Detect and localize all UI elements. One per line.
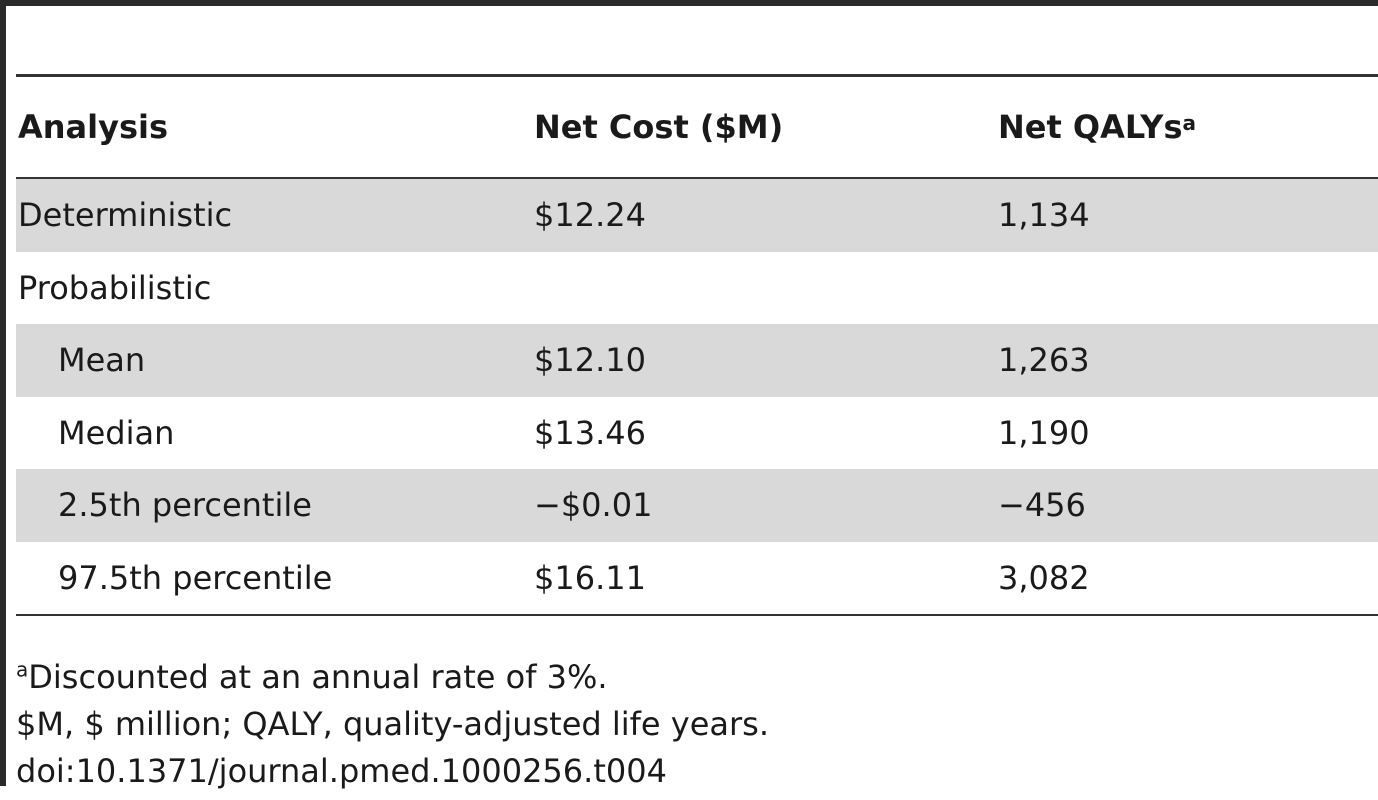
net-qalys-cell: 1,190 xyxy=(998,413,1090,452)
row-label: Median xyxy=(58,413,175,452)
header-rule xyxy=(16,177,1378,179)
net-qalys-cell: 3,082 xyxy=(998,558,1090,597)
footnote-marker: a xyxy=(1182,111,1197,135)
table-row: Mean $12.10 1,263 xyxy=(16,324,1378,397)
row-label: 97.5th percentile xyxy=(58,558,333,597)
net-cost-cell: $16.11 xyxy=(534,558,646,597)
doi-link[interactable]: doi:10.1371/journal.pmed.1000256.t004 xyxy=(16,752,667,790)
net-cost-cell: $12.24 xyxy=(534,196,646,235)
net-cost-cell: $12.10 xyxy=(534,341,646,380)
footnote-a: aDiscounted at an annual rate of 3%. xyxy=(16,654,769,701)
net-cost-cell: $13.46 xyxy=(534,413,646,452)
row-label: Probabilistic xyxy=(18,268,212,307)
table-bottom-rule xyxy=(16,614,1378,616)
table-row: 97.5th percentile $16.11 3,082 xyxy=(16,542,1378,615)
table-header-row: Analysis Net Cost ($M) Net QALYs a xyxy=(16,77,1378,177)
table-top-rule xyxy=(16,74,1378,77)
footnote-a-marker: a xyxy=(16,657,29,682)
table-footnotes: aDiscounted at an annual rate of 3%. $M,… xyxy=(16,654,769,795)
table-row: Deterministic $12.24 1,134 xyxy=(16,179,1378,252)
net-qalys-cell: −456 xyxy=(998,486,1086,525)
header-analysis: Analysis xyxy=(18,108,169,146)
row-label: Deterministic xyxy=(18,196,233,235)
abbreviations-note: $M, $ million; QALY, quality-adjusted li… xyxy=(16,705,770,743)
table-row: Median $13.46 1,190 xyxy=(16,397,1378,470)
table-row: 2.5th percentile −$0.01 −456 xyxy=(16,469,1378,542)
row-label: Mean xyxy=(58,341,146,380)
header-net-qalys: Net QALYs a xyxy=(998,77,1196,177)
footnote-a-text: Discounted at an annual rate of 3%. xyxy=(28,658,608,696)
left-border xyxy=(0,0,6,786)
net-qalys-cell: 1,134 xyxy=(998,196,1090,235)
top-border xyxy=(0,0,1378,6)
header-net-cost: Net Cost ($M) xyxy=(534,108,784,146)
row-label: 2.5th percentile xyxy=(58,486,312,525)
net-qalys-cell: 1,263 xyxy=(998,341,1090,380)
data-table: Analysis Net Cost ($M) Net QALYs a Determ… xyxy=(16,74,1378,616)
table-row: Probabilistic xyxy=(16,252,1378,325)
header-net-qalys-label: Net QALYs xyxy=(998,108,1183,146)
net-cost-cell: −$0.01 xyxy=(534,486,653,525)
